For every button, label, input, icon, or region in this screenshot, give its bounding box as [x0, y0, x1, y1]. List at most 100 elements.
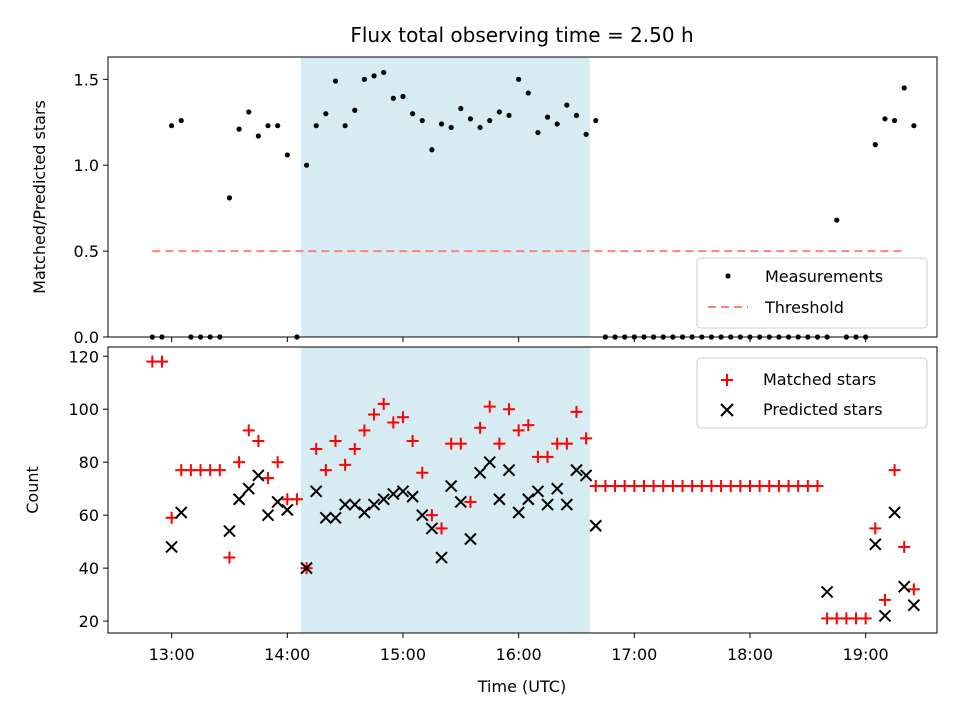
cross-b: [416, 508, 429, 522]
matched-star-point: [368, 408, 381, 421]
measurement-point: [593, 117, 599, 124]
top-legend-box: [696, 257, 928, 329]
measurement-point: [882, 116, 888, 122]
cross-b: [387, 487, 400, 501]
bottom-plot-frame: [107, 346, 938, 634]
measurement-point: [265, 123, 271, 129]
measurement-point: [535, 129, 541, 136]
predicted-star-point: [300, 561, 313, 575]
cross-b: [483, 455, 496, 469]
count-series: [146, 355, 921, 625]
bottom-y-axis-label: Count: [23, 466, 42, 514]
y-tick-label: 40: [79, 559, 99, 578]
cross-b: [261, 508, 275, 522]
matched-star-point: [570, 405, 583, 418]
y-tick-label: 80: [79, 453, 99, 472]
predicted-star-point: [319, 511, 333, 525]
measurement-point: [496, 109, 502, 115]
y-tick-label: 1.5: [74, 70, 99, 89]
matched-star-point: [290, 493, 303, 506]
measurement-point: [544, 114, 551, 120]
matched-star-point: [474, 421, 487, 434]
measurement-point: [410, 111, 416, 117]
cross-b: [502, 463, 516, 477]
predicted-star-point: [261, 508, 275, 522]
top-legend: Measurements Threshold: [696, 257, 928, 329]
cross-b: [175, 506, 188, 519]
measurement-point: [381, 69, 387, 76]
predicted-star-point: [473, 466, 487, 479]
cross-b: [232, 493, 246, 506]
matched-star-point: [377, 397, 390, 410]
measurement-point: [525, 90, 531, 96]
predicted-star-point: [175, 506, 188, 519]
cross-b: [541, 498, 554, 511]
predicted-star-point: [271, 495, 284, 509]
cross-b: [310, 485, 323, 498]
matched-star-point: [223, 551, 236, 564]
cross-b: [589, 519, 602, 532]
top-y-axis: 0.0 0.5 1.0 1.5: [74, 70, 108, 347]
matched-star-point: [358, 424, 371, 437]
predicted-star-point: [493, 493, 506, 506]
measurement-point: [275, 123, 281, 129]
matched-star-point: [271, 456, 284, 469]
bottom-panel: 20 40 60 80 100 120 13:00 14:00 15:00 16:00 17:00…: [23, 346, 938, 696]
matched-star-point: [348, 442, 361, 455]
y-tick-label: 20: [79, 612, 99, 631]
matched-star-point: [483, 400, 496, 413]
chart-title: Flux total observing time = 2.50 h: [350, 23, 693, 47]
cross-b: [464, 532, 477, 546]
y-tick-label: 60: [79, 506, 99, 525]
predicted-star-point: [483, 455, 496, 469]
matched-star-point: [580, 432, 593, 445]
measurement-point: [467, 116, 474, 122]
matched-star-point: [425, 509, 438, 522]
measurement-point: [834, 217, 840, 223]
measurement-point: [891, 117, 898, 124]
matched-star-point: [898, 540, 911, 553]
top-panel: 0.0 0.5 1.0 1.5 Matched/Predicted stars Mea…: [30, 56, 938, 347]
predicted-star-point: [502, 463, 516, 477]
y-tick-label: 100: [68, 400, 99, 419]
predicted-star-point: [878, 609, 892, 622]
measurement-point: [226, 195, 233, 201]
cross-b: [252, 469, 265, 482]
measurement-point: [361, 76, 368, 82]
bottom-legend-box: [696, 357, 928, 429]
predicted-star-point: [406, 490, 419, 503]
measurement-point: [429, 147, 435, 153]
measurement-point: [169, 123, 175, 129]
matched-star-point: [213, 464, 226, 477]
x-axis-label: Time (UTC): [477, 677, 566, 696]
matched-star-point: [811, 480, 824, 493]
cross-b: [165, 540, 178, 554]
matched-star-point: [435, 522, 448, 535]
cross-b: [454, 495, 468, 509]
cross-b: [242, 482, 255, 495]
predicted-star-point: [898, 580, 911, 593]
cross-b: [425, 522, 439, 535]
cross-b: [271, 495, 284, 509]
matched-star-point: [242, 424, 255, 437]
predicted-star-point: [888, 506, 901, 519]
matched-star-point: [310, 442, 323, 455]
predicted-star-point: [232, 493, 246, 506]
predicted-star-point: [869, 538, 882, 551]
matched-star-point: [869, 522, 882, 535]
predicted-star-point: [242, 482, 255, 495]
top-y-axis-label: Matched/Predicted stars: [30, 100, 49, 294]
top-shaded-span: [300, 57, 590, 337]
matched-star-point: [319, 464, 332, 477]
cross-b: [396, 485, 410, 498]
matched-star-point: [878, 593, 891, 606]
predicted-star-point: [444, 479, 458, 493]
cross-b: [281, 503, 294, 517]
measurement-point: [438, 121, 445, 127]
x-tick-label: 13:00: [149, 645, 195, 664]
matched-star-point: [329, 435, 342, 448]
cross-b: [550, 482, 564, 495]
cross-b: [493, 493, 506, 506]
measurement-point: [246, 109, 252, 115]
predicted-star-point: [570, 463, 583, 477]
